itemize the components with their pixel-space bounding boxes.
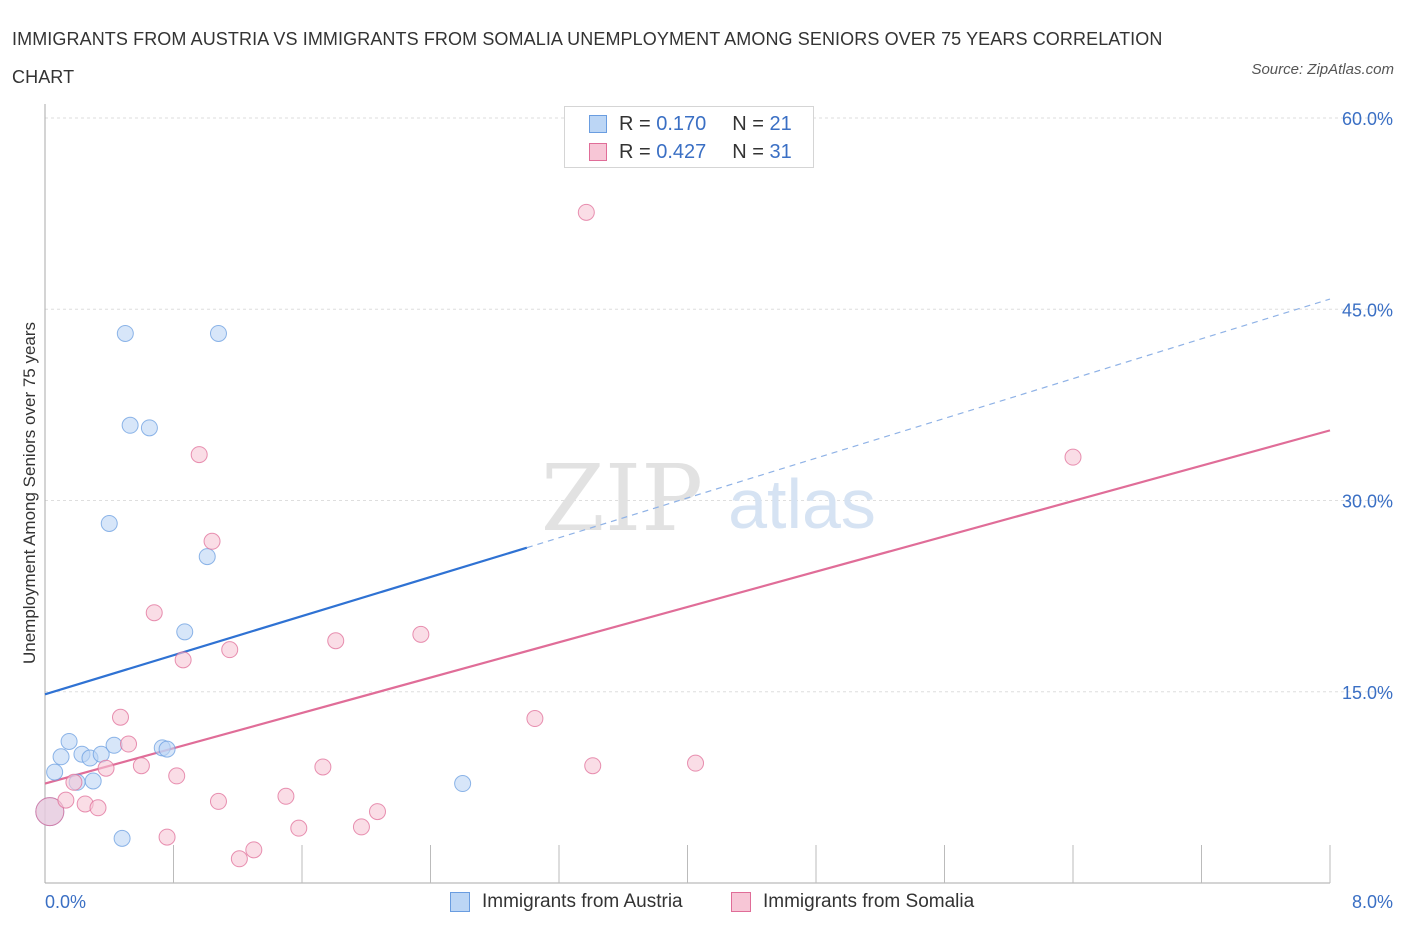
point-austria xyxy=(84,772,102,790)
point-somalia xyxy=(368,803,386,821)
trend-line-austria-extension xyxy=(526,298,1331,549)
point-somalia xyxy=(168,767,186,785)
point-somalia xyxy=(221,641,239,659)
legend-n-value-somalia: 31 xyxy=(769,140,792,163)
point-somalia xyxy=(314,758,332,776)
legend-n-value-austria: 21 xyxy=(769,112,792,135)
point-somalia xyxy=(190,446,208,464)
point-austria xyxy=(100,514,118,532)
point-austria xyxy=(46,763,64,781)
legend-row-austria: R = 0.170 N = 21 xyxy=(589,111,792,137)
data-points xyxy=(35,203,1082,868)
legend-swatch-austria xyxy=(450,892,470,912)
point-somalia xyxy=(203,532,221,550)
legend-r-value-austria: 0.170 xyxy=(656,112,707,135)
point-somalia xyxy=(1064,448,1082,466)
point-austria xyxy=(113,829,131,847)
trend-lines xyxy=(44,298,1331,785)
tick-labels: 15.0% 30.0% 45.0% 60.0% 0.0% 8.0% xyxy=(45,109,1393,912)
point-austria xyxy=(60,732,78,750)
point-somalia xyxy=(526,710,544,728)
point-somalia xyxy=(245,841,263,859)
legend-n-label: N = xyxy=(732,140,764,163)
point-austria xyxy=(176,623,194,641)
point-austria xyxy=(198,548,216,566)
legend-n-label: N = xyxy=(732,112,764,135)
point-somalia xyxy=(111,708,129,726)
legend-r-label: R = xyxy=(619,112,651,135)
legend-r-value-somalia: 0.427 xyxy=(656,140,707,163)
point-austria xyxy=(209,324,227,342)
point-austria xyxy=(158,740,176,758)
point-austria xyxy=(52,748,70,766)
point-somalia xyxy=(145,604,163,622)
legend-label-austria: Immigrants from Austria xyxy=(482,891,683,912)
legend-label-somalia: Immigrants from Somalia xyxy=(763,891,975,912)
point-somalia xyxy=(89,799,107,817)
point-somalia xyxy=(35,797,65,827)
point-somalia xyxy=(327,632,345,650)
trend-line-somalia xyxy=(44,429,1331,785)
legend-row-somalia: R = 0.427 N = 31 xyxy=(589,139,792,165)
legend-r-label: R = xyxy=(619,140,651,163)
legend-item-austria: Immigrants from Austria xyxy=(450,888,683,916)
trend-line-austria xyxy=(44,546,528,696)
point-somalia xyxy=(352,818,370,836)
point-somalia xyxy=(577,203,595,221)
point-somalia xyxy=(174,651,192,669)
point-somalia xyxy=(65,773,83,791)
legend-item-somalia: Immigrants from Somalia xyxy=(731,888,974,916)
source-label: Source: ZipAtlas.com xyxy=(1251,61,1394,78)
point-somalia xyxy=(230,850,248,868)
point-somalia xyxy=(132,757,150,775)
point-somalia xyxy=(584,757,602,775)
y-tick-label: 15.0% xyxy=(1342,683,1393,703)
chart-title: IMMIGRANTS FROM AUSTRIA VS IMMIGRANTS FR… xyxy=(12,29,1163,87)
y-tick-label: 60.0% xyxy=(1342,109,1393,129)
point-somalia xyxy=(158,828,176,846)
point-austria xyxy=(121,416,139,434)
point-somalia xyxy=(57,791,75,809)
correlation-legend: R = 0.170 N = 21 R = 0.427 N = 31 xyxy=(564,106,814,168)
point-somalia xyxy=(209,792,227,810)
grid xyxy=(45,117,1390,693)
legend-swatch-austria xyxy=(589,115,607,133)
y-tick-label: 45.0% xyxy=(1342,300,1393,320)
point-austria xyxy=(454,775,472,793)
watermark-atlas: atlas xyxy=(728,465,876,543)
point-austria xyxy=(105,736,123,754)
point-somalia xyxy=(687,754,705,772)
point-somalia xyxy=(412,625,430,643)
point-austria xyxy=(140,419,158,437)
point-somalia xyxy=(97,759,115,777)
point-somalia xyxy=(120,735,138,753)
axes xyxy=(44,104,1331,884)
watermark-zip: ZIP xyxy=(541,445,703,552)
y-tick-label: 30.0% xyxy=(1342,492,1393,512)
legend-swatch-somalia xyxy=(589,143,607,161)
x-tick-label-min: 0.0% xyxy=(45,892,86,912)
y-axis-label: Unemployment Among Seniors over 75 years xyxy=(20,322,39,664)
point-austria xyxy=(116,324,134,342)
point-somalia xyxy=(277,787,295,805)
point-somalia xyxy=(290,819,308,837)
legend-swatch-somalia xyxy=(731,892,751,912)
watermark: ZIP atlas xyxy=(541,445,876,552)
x-tick-label-max: 8.0% xyxy=(1352,892,1393,912)
